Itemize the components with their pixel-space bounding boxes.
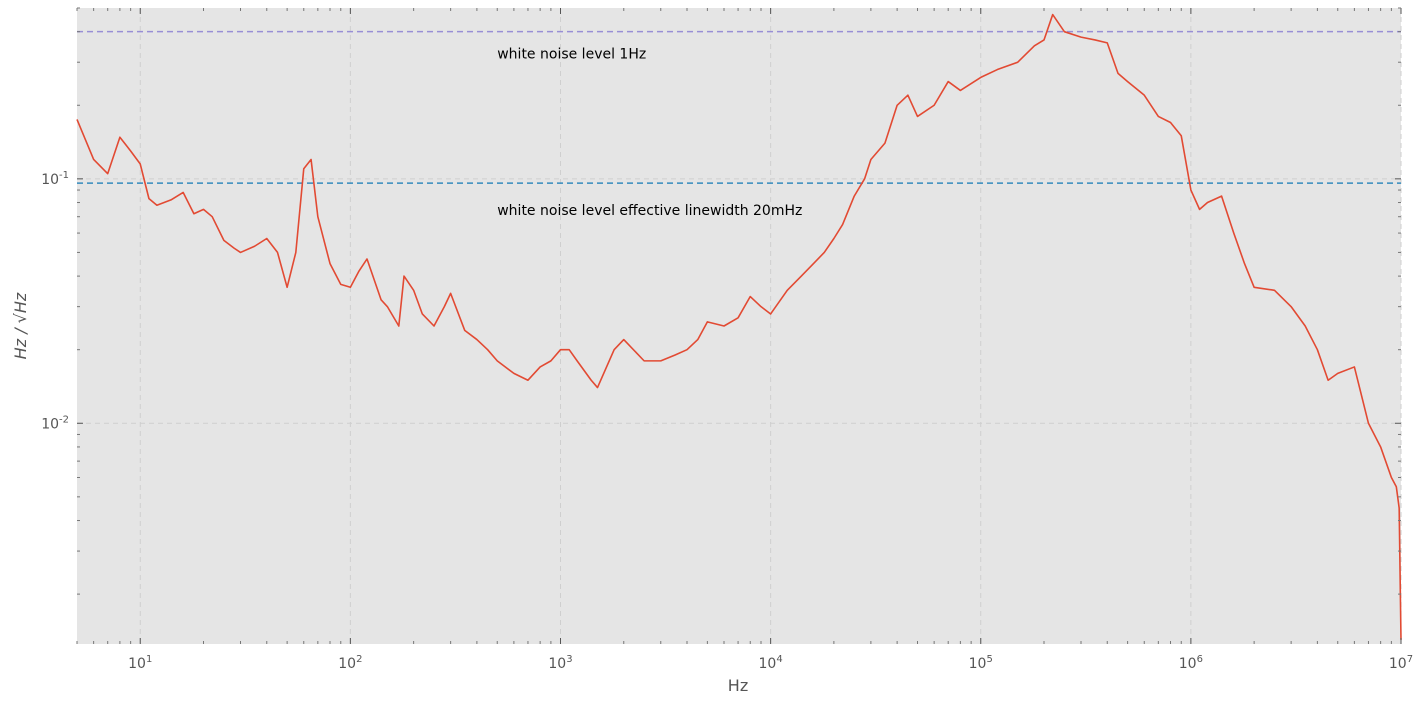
x-tick-label: 102 bbox=[338, 654, 362, 672]
x-tick-label: 105 bbox=[969, 654, 993, 672]
y-tick-label: 10-1 bbox=[41, 170, 69, 188]
grid-lines bbox=[77, 8, 1402, 644]
x-tick-label: 101 bbox=[128, 654, 152, 672]
y-axis-label: Hz / √Hz bbox=[11, 292, 30, 359]
y-tick-labels: 10-1 10-2 bbox=[41, 170, 69, 432]
x-tick-label: 103 bbox=[548, 654, 572, 672]
plot-background bbox=[77, 8, 1401, 644]
x-tick-label: 107 bbox=[1389, 654, 1413, 672]
x-axis-label: Hz bbox=[728, 676, 748, 695]
y-tick-label: 10-2 bbox=[41, 414, 69, 432]
series-group bbox=[76, 13, 1402, 640]
x-tick-label: 106 bbox=[1179, 654, 1203, 672]
annotation-0: white noise level 1Hz bbox=[497, 47, 646, 63]
series-line-0 bbox=[76, 13, 1402, 640]
annotation-1: white noise level effective linewidth 20… bbox=[497, 203, 802, 219]
x-tick-label: 104 bbox=[759, 654, 783, 672]
tick-marks bbox=[76, 7, 1402, 644]
reference-lines bbox=[77, 30, 1401, 184]
x-tick-labels: 101 102 103 104 105 106 107 bbox=[128, 654, 1413, 672]
annotations: white noise level 1Hz white noise level e… bbox=[497, 47, 802, 219]
